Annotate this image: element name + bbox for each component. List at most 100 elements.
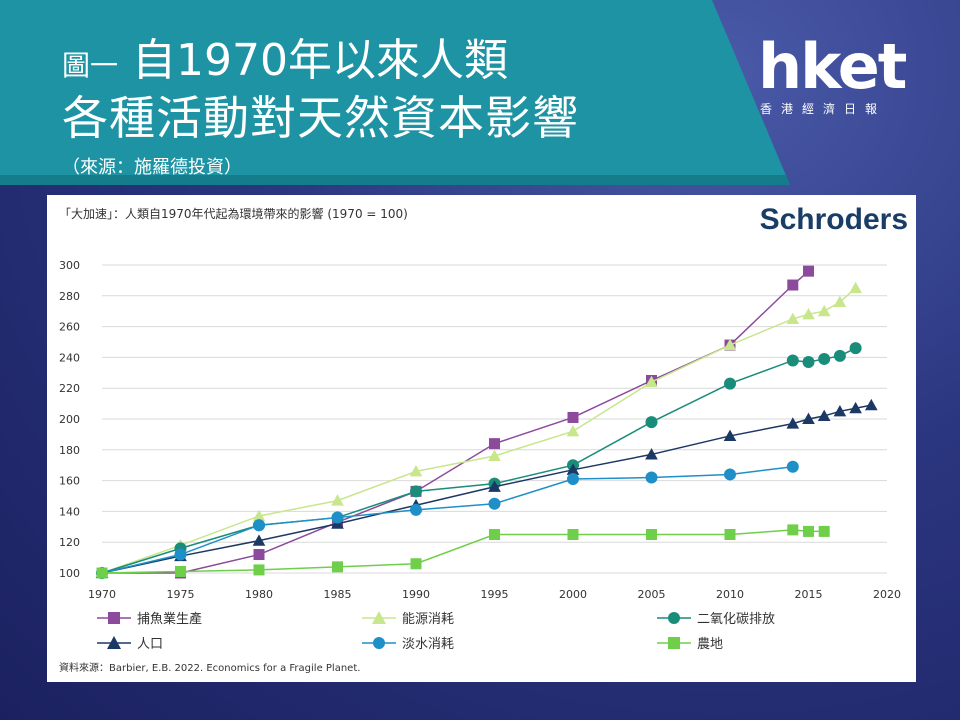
data-point-4 xyxy=(331,511,344,524)
data-point-5 xyxy=(410,558,422,570)
data-point-3 xyxy=(864,398,878,411)
data-point-3 xyxy=(566,463,580,475)
y-tick-label: 300 xyxy=(59,259,80,272)
legend-item: 人口 xyxy=(97,633,163,652)
legend-label: 能源消耗 xyxy=(402,612,455,627)
legend-label: 淡水消耗 xyxy=(402,637,455,652)
legend-label: 農地 xyxy=(697,637,724,652)
legend-item: 淡水消耗 xyxy=(362,633,454,652)
y-tick-label: 200 xyxy=(59,413,80,426)
source-credit: （來源：施羅德投資） xyxy=(62,157,242,178)
data-point-0 xyxy=(787,279,799,291)
data-point-2 xyxy=(724,377,736,390)
legend-item: 能源消耗 xyxy=(362,608,454,627)
data-point-2 xyxy=(786,354,799,367)
series-line-0 xyxy=(102,270,809,574)
data-point-1 xyxy=(566,424,580,437)
series-line-2 xyxy=(101,347,856,574)
data-point-4 xyxy=(786,460,799,473)
data-point-5 xyxy=(175,565,186,577)
y-tick-label: 140 xyxy=(59,505,80,518)
data-point-3 xyxy=(833,404,847,417)
data-point-1 xyxy=(723,338,737,351)
legend-label: 捕魚業生產 xyxy=(137,612,203,627)
y-tick-label: 220 xyxy=(59,382,80,395)
data-point-5 xyxy=(489,529,500,540)
chart-panel: 「大加速」：人類自1970年代起為環境帶來的影響 (1970 = 100) Sc… xyxy=(47,195,916,682)
x-tick-label: 1975 xyxy=(167,588,195,601)
series-line-1 xyxy=(101,287,857,574)
data-point-5 xyxy=(646,529,657,540)
data-point-5 xyxy=(567,529,579,540)
y-tick-label: 260 xyxy=(59,321,80,334)
legend-label: 人口 xyxy=(137,637,164,652)
data-point-4 xyxy=(253,519,265,532)
line-chart: 100 120 140 160 180 200 220 240 260 280 300 1970 197… xyxy=(59,259,901,601)
x-tick-label: 2020 xyxy=(873,588,901,601)
data-point-4 xyxy=(724,468,736,481)
x-tick-label: 1995 xyxy=(481,588,509,601)
legend-label: 二氧化碳排放 xyxy=(697,612,776,627)
schroders-logo: Schroders xyxy=(759,203,908,236)
y-tick-label: 180 xyxy=(59,444,80,457)
x-tick-label: 2000 xyxy=(559,588,587,601)
data-point-0 xyxy=(489,438,500,450)
banner-shape xyxy=(0,0,790,185)
data-point-5 xyxy=(332,561,343,573)
legend-item: 二氧化碳排放 xyxy=(657,608,775,627)
y-tick-label: 160 xyxy=(59,475,80,488)
data-point-2 xyxy=(802,356,815,369)
data-point-3 xyxy=(645,448,658,460)
data-point-1 xyxy=(645,375,658,388)
data-point-5 xyxy=(724,529,736,540)
legend-swatch xyxy=(97,611,131,624)
chart-source-note: 資料來源：Barbier, E.B. 2022. Economics for a… xyxy=(59,663,361,674)
y-tick-label: 240 xyxy=(59,351,80,364)
data-point-5 xyxy=(96,567,108,579)
x-tick-label: 1985 xyxy=(324,588,352,601)
legend-swatch xyxy=(97,635,131,649)
data-point-5 xyxy=(787,524,799,536)
figure-label: 圖一 xyxy=(62,49,119,82)
x-tick-label: 2010 xyxy=(716,588,744,601)
data-point-2 xyxy=(833,349,846,362)
x-tick-label: 1970 xyxy=(88,588,116,601)
title-banner: 圖一 自1970年以來人類 各種活動對天然資本影響 （來源：施羅德投資） xyxy=(0,0,960,185)
legend-item: 農地 xyxy=(657,633,723,652)
data-point-4 xyxy=(488,497,501,510)
data-point-1 xyxy=(488,449,501,462)
data-point-3 xyxy=(786,417,800,429)
data-point-1 xyxy=(409,465,423,477)
x-tick-label: 2005 xyxy=(638,588,666,601)
series-line-4 xyxy=(101,465,793,574)
page-title-line2: 各種活動對天然資本影響 xyxy=(62,91,579,145)
legend-item: 捕魚業生產 xyxy=(97,608,202,627)
legend-swatch xyxy=(362,636,396,649)
legend-swatch xyxy=(362,610,396,624)
data-point-3 xyxy=(802,412,815,425)
logo-subtitle: 香港經濟日報 xyxy=(760,102,887,116)
data-point-0 xyxy=(567,411,579,423)
data-point-3 xyxy=(723,429,737,441)
data-point-2 xyxy=(818,352,831,365)
data-point-1 xyxy=(817,304,831,317)
data-point-3 xyxy=(252,534,266,546)
data-point-1 xyxy=(849,281,862,294)
data-point-4 xyxy=(410,503,422,516)
data-point-3 xyxy=(817,409,831,421)
y-tick-label: 100 xyxy=(59,567,80,580)
data-point-1 xyxy=(802,307,815,320)
data-point-5 xyxy=(803,525,814,537)
data-point-5 xyxy=(253,564,265,576)
x-tick-label: 2015 xyxy=(795,588,823,601)
data-point-1 xyxy=(833,295,847,308)
data-point-3 xyxy=(849,401,862,414)
data-point-2 xyxy=(410,485,422,498)
data-point-4 xyxy=(645,471,658,484)
data-point-0 xyxy=(253,549,265,561)
data-point-2 xyxy=(849,342,862,355)
logo-wordmark: hket xyxy=(758,30,907,103)
legend-swatch xyxy=(657,611,691,624)
x-tick-label: 1980 xyxy=(245,588,273,601)
data-point-3 xyxy=(488,480,501,492)
